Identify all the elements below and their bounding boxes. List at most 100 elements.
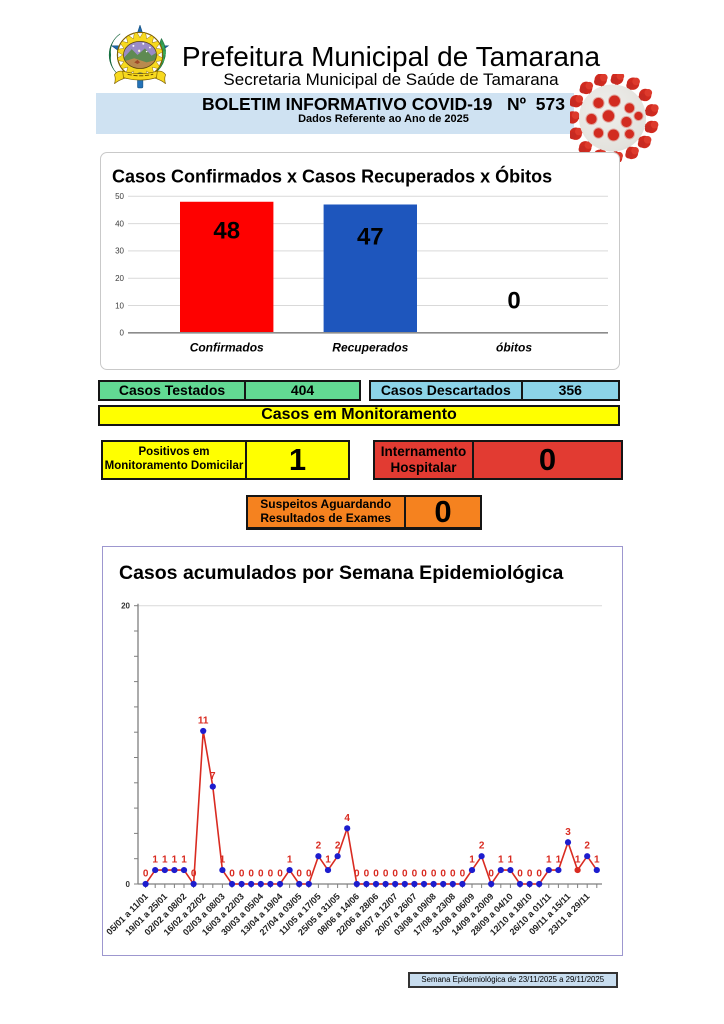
data-point-marker bbox=[593, 866, 600, 874]
data-point-marker bbox=[401, 880, 408, 888]
virus-dot bbox=[585, 112, 598, 126]
data-point-marker bbox=[353, 880, 360, 888]
virus-spike-head bbox=[632, 77, 640, 86]
data-point-label: 0 bbox=[364, 869, 370, 880]
data-point-label: 11 bbox=[198, 715, 209, 726]
stat-positivos-monitoramento: Positivos em Monitoramento Domicilar 1 bbox=[101, 439, 350, 480]
data-point-label: 1 bbox=[469, 855, 475, 866]
virus-spike-head bbox=[638, 93, 646, 101]
data-point-marker bbox=[344, 825, 351, 832]
data-point-label: 0 bbox=[517, 869, 523, 880]
stat-value: 0 bbox=[538, 441, 557, 477]
stat-value: 0 bbox=[434, 493, 452, 529]
virus-spike-head bbox=[616, 74, 625, 80]
data-point-marker bbox=[488, 880, 495, 888]
stat-label: Casos Testados bbox=[118, 381, 226, 398]
virus-dot bbox=[624, 128, 635, 140]
data-point-label: 0 bbox=[296, 869, 302, 880]
virus-dot bbox=[592, 96, 605, 110]
data-point-marker bbox=[526, 880, 533, 888]
y-axis-tick-label: 0 bbox=[126, 880, 131, 889]
virus-dot bbox=[608, 94, 621, 108]
data-point-marker bbox=[248, 880, 255, 888]
virus-spike-head bbox=[625, 151, 633, 159]
bar-chart: Casos Confirmados x Casos Recuperados x … bbox=[112, 166, 608, 355]
virus-spike-head bbox=[571, 111, 580, 119]
y-axis-tick-label: 50 bbox=[115, 192, 124, 201]
stat-divider bbox=[404, 497, 406, 527]
data-line bbox=[144, 730, 598, 885]
virus-spike-head bbox=[575, 127, 583, 136]
virus-spike-head bbox=[637, 140, 645, 148]
virus-spike-head bbox=[645, 108, 653, 116]
y-axis-tick-label: 20 bbox=[121, 602, 130, 611]
data-point-marker bbox=[392, 880, 399, 888]
data-point-label: 7 bbox=[210, 771, 216, 782]
y-axis-tick-label: 40 bbox=[115, 219, 124, 228]
data-point-marker bbox=[324, 866, 332, 874]
data-point-marker bbox=[411, 880, 418, 888]
data-point-label: 4 bbox=[344, 813, 350, 824]
stat-label-line1: Suspeitos Aguardando bbox=[260, 496, 392, 511]
data-point-marker bbox=[334, 853, 341, 860]
data-point-label: 0 bbox=[440, 869, 446, 880]
data-point-marker bbox=[545, 866, 552, 874]
virus-dot bbox=[607, 128, 620, 142]
data-point-label: 0 bbox=[239, 869, 245, 880]
data-point-label: 0 bbox=[268, 869, 274, 880]
data-point-marker bbox=[238, 880, 245, 888]
data-point-marker bbox=[315, 853, 322, 860]
data-point-label: 0 bbox=[431, 869, 437, 880]
virus-spike-head bbox=[585, 81, 594, 90]
virus-spike-head bbox=[579, 86, 587, 94]
stat-label-line1: Internamento bbox=[380, 443, 467, 459]
data-point-marker bbox=[449, 880, 456, 888]
data-point-marker bbox=[363, 880, 370, 888]
sun-ray bbox=[136, 32, 144, 39]
stat-label-line2: Resultados de Exames bbox=[260, 510, 392, 525]
data-point-label: 1 bbox=[498, 855, 504, 866]
data-point-label: 1 bbox=[287, 855, 293, 866]
data-point-label: 2 bbox=[584, 841, 590, 852]
data-point-label: 0 bbox=[383, 869, 389, 880]
stat-label-line1: Positivos em bbox=[138, 446, 210, 459]
sun-ray bbox=[155, 60, 162, 67]
data-point-marker bbox=[209, 783, 216, 790]
stat-label-line2: Monitoramento Domicilar bbox=[104, 459, 244, 472]
sun-ray bbox=[118, 60, 125, 67]
x-axis-category-label: óbitos bbox=[496, 341, 532, 355]
virus-dot bbox=[623, 102, 636, 114]
data-point-marker bbox=[305, 880, 312, 888]
bar-value-label: 47 bbox=[357, 224, 384, 251]
bulletin-banner: BOLETIM INFORMATIVO COVID-19 Nº 573 Dado… bbox=[96, 93, 619, 134]
data-point-label: 0 bbox=[421, 869, 427, 880]
data-point-label: 1 bbox=[508, 855, 514, 866]
stat-casos-em-monitoramento: Casos em Monitoramento bbox=[98, 404, 620, 426]
virus-spike-head bbox=[651, 104, 659, 112]
bar-chart-title: Casos Confirmados x Casos Recuperados x … bbox=[112, 166, 552, 187]
data-point-label: 0 bbox=[143, 869, 149, 880]
banner-title: BOLETIM INFORMATIVO COVID-19 Nº 573 bbox=[202, 94, 565, 114]
sun-ray bbox=[118, 43, 125, 50]
data-point-marker bbox=[171, 866, 178, 874]
data-point-label: 2 bbox=[316, 841, 322, 852]
sun-ray bbox=[128, 33, 135, 40]
sun-ray bbox=[156, 51, 163, 59]
data-point-label: 1 bbox=[152, 855, 158, 866]
virus-spike-head bbox=[570, 132, 577, 140]
virus-dot bbox=[601, 109, 616, 123]
data-point-label: 0 bbox=[536, 869, 542, 880]
data-point-label: 1 bbox=[594, 855, 600, 866]
data-point-marker bbox=[440, 880, 447, 888]
stat-value: 356 bbox=[558, 382, 582, 398]
sun-ray bbox=[155, 43, 162, 50]
data-point-marker bbox=[267, 880, 274, 888]
data-point-label: 3 bbox=[565, 827, 571, 838]
data-point-marker bbox=[372, 880, 380, 888]
data-point-label: 1 bbox=[325, 855, 331, 866]
virus-spike-head bbox=[626, 82, 634, 90]
stat-casos-testados: Casos Testados 404 bbox=[98, 379, 361, 401]
data-point-marker bbox=[190, 880, 197, 888]
data-point-label: 0 bbox=[392, 869, 398, 880]
data-point-marker bbox=[497, 866, 504, 874]
